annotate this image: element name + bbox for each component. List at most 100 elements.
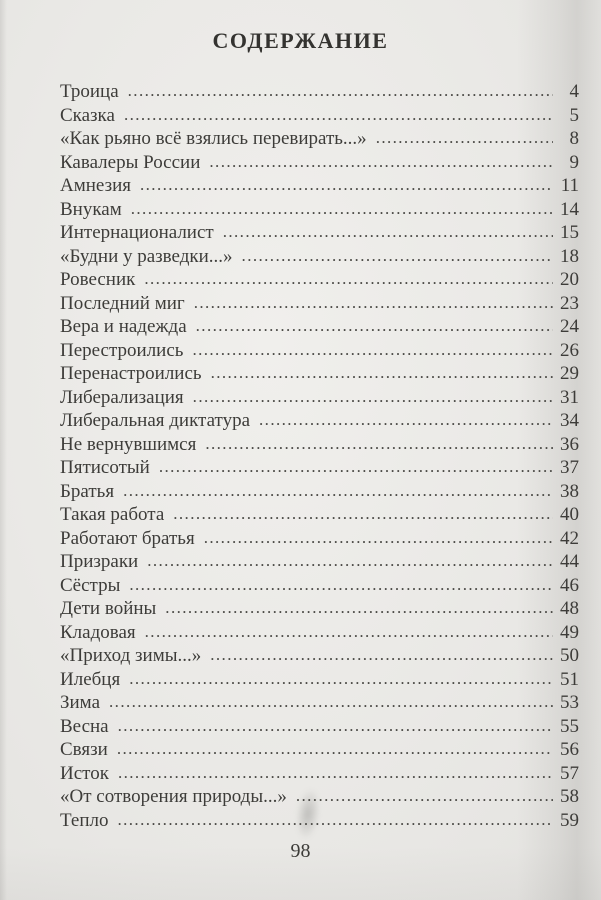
toc-entry-page: 4 xyxy=(569,81,580,102)
toc-entry: Кавалеры России 9 xyxy=(60,151,579,175)
toc-leader-dots xyxy=(196,314,553,338)
toc-entry-title: Ровесник xyxy=(60,269,136,290)
toc-entry-page: 46 xyxy=(560,574,579,596)
toc-leader-dots xyxy=(131,197,553,221)
toc-entry: Не вернувшимся 36 xyxy=(60,433,579,457)
toc-entry-title: Илебця xyxy=(60,668,121,690)
toc-entry-title: Дети войны xyxy=(60,598,157,619)
toc-list: Троица 4 Сказка 5 «Как рьяно всё взялись… xyxy=(60,80,579,832)
toc-entry-page: 34 xyxy=(560,410,579,431)
toc-entry: Связи 56 xyxy=(60,738,579,762)
toc-leader-dots xyxy=(118,761,553,785)
toc-leader-dots xyxy=(123,479,553,503)
toc-entry-page: 18 xyxy=(560,245,579,267)
toc-leader-dots xyxy=(173,502,553,526)
toc-entry-title: Амнезия xyxy=(60,175,131,196)
toc-leader-dots xyxy=(193,385,553,409)
toc-entry-page: 23 xyxy=(560,292,579,314)
toc-entry: Кладовая 49 xyxy=(60,621,579,645)
toc-entry-title: Весна xyxy=(60,715,109,737)
toc-entry-title: Призраки xyxy=(60,551,139,572)
toc-leader-dots xyxy=(242,244,553,268)
toc-entry-title: «Будни у разведки...» xyxy=(60,245,233,267)
toc-entry: Илебця 51 xyxy=(60,668,579,692)
toc-entry-title: Сказка xyxy=(60,104,115,126)
toc-entry: Пятисотый 37 xyxy=(60,456,579,480)
toc-entry-title: Троица xyxy=(60,81,119,102)
toc-entry-title: Пятисотый xyxy=(60,457,150,478)
toc-entry: Такая работа 40 xyxy=(60,503,579,527)
toc-entry: Либеральная диктатура 34 xyxy=(60,409,579,433)
toc-entry: Исток 57 xyxy=(60,762,579,786)
toc-leader-dots xyxy=(144,267,553,291)
toc-leader-dots xyxy=(147,549,553,573)
toc-entry-page: 58 xyxy=(560,786,579,807)
toc-entry: Либерализация 31 xyxy=(60,386,579,410)
toc-entry-page: 44 xyxy=(560,551,579,572)
toc-leader-dots xyxy=(128,79,553,103)
toc-entry-page: 26 xyxy=(560,339,579,361)
toc-entry-page: 40 xyxy=(560,504,579,525)
toc-leader-dots xyxy=(205,432,553,456)
toc-entry-page: 31 xyxy=(560,386,579,408)
toc-entry-page: 49 xyxy=(560,621,579,643)
toc-entry-page: 5 xyxy=(569,104,580,126)
toc-entry: «Как рьяно всё взялись перевирать...» 8 xyxy=(60,127,579,151)
toc-leader-dots xyxy=(376,126,553,150)
toc-entry-title: Тепло xyxy=(60,809,109,831)
toc-leader-dots xyxy=(109,690,553,714)
toc-entry-page: 48 xyxy=(560,598,579,619)
toc-entry-page: 37 xyxy=(560,457,579,478)
toc-entry-title: Внукам xyxy=(60,198,122,220)
toc-leader-dots xyxy=(140,173,553,197)
toc-entry-page: 36 xyxy=(560,433,579,455)
toc-entry-page: 29 xyxy=(560,363,579,384)
toc-leader-dots xyxy=(124,103,553,127)
toc-leader-dots xyxy=(129,573,553,597)
toc-entry-page: 42 xyxy=(560,527,579,549)
toc-entry-title: «От сотворения природы...» xyxy=(60,786,287,807)
toc-leader-dots xyxy=(165,596,553,620)
toc-leader-dots xyxy=(117,737,553,761)
toc-entry-title: Кладовая xyxy=(60,621,136,643)
toc-entry: Братья 38 xyxy=(60,480,579,504)
toc-entry-page: 57 xyxy=(560,762,579,784)
toc-entry-page: 55 xyxy=(560,715,579,737)
toc-entry-title: Работают братья xyxy=(60,527,195,549)
toc-entry: Внукам 14 xyxy=(60,198,579,222)
toc-entry-title: Не вернувшимся xyxy=(60,433,197,455)
page-title: СОДЕРЖАНИЕ xyxy=(212,28,389,53)
toc-entry-page: 51 xyxy=(560,668,579,690)
toc-entry-page: 50 xyxy=(560,645,579,666)
toc-leader-dots xyxy=(194,291,553,315)
toc-leader-dots xyxy=(223,220,553,244)
toc-leader-dots xyxy=(145,620,553,644)
toc-entry-title: Связи xyxy=(60,739,108,760)
toc-leader-dots xyxy=(211,361,553,385)
toc-entry-page: 20 xyxy=(560,269,579,290)
toc-entry-title: Кавалеры России xyxy=(60,151,201,173)
toc-entry: Вера и надежда 24 xyxy=(60,315,579,339)
toc-leader-dots xyxy=(192,338,553,362)
toc-entry-title: Зима xyxy=(60,692,101,713)
toc-entry-page: 14 xyxy=(560,198,579,220)
toc-entry-title: Такая работа xyxy=(60,504,165,525)
toc-entry-title: Сёстры xyxy=(60,574,121,596)
book-page: СОДЕРЖАНИЕ Троица 4 Сказка 5 «Как рьяно … xyxy=(0,0,601,863)
toc-entry: Перенастроились 29 xyxy=(60,362,579,386)
toc-entry-page: 56 xyxy=(560,739,579,760)
toc-leader-dots xyxy=(204,526,553,550)
toc-leader-dots xyxy=(118,714,553,738)
toc-entry: Работают братья 42 xyxy=(60,527,579,551)
toc-entry: Весна 55 xyxy=(60,715,579,739)
toc-entry-page: 15 xyxy=(560,222,579,243)
toc-entry: «Будни у разведки...» 18 xyxy=(60,245,579,269)
toc-entry: Тепло 59 xyxy=(60,809,579,833)
toc-leader-dots xyxy=(296,784,553,808)
toc-entry-title: Либеральная диктатура xyxy=(60,410,251,431)
toc-entry-title: Исток xyxy=(60,762,109,784)
toc-leader-dots xyxy=(210,643,553,667)
toc-leader-dots xyxy=(259,408,553,432)
toc-entry: Ровесник 20 xyxy=(60,268,579,292)
toc-entry-page: 11 xyxy=(560,175,579,196)
